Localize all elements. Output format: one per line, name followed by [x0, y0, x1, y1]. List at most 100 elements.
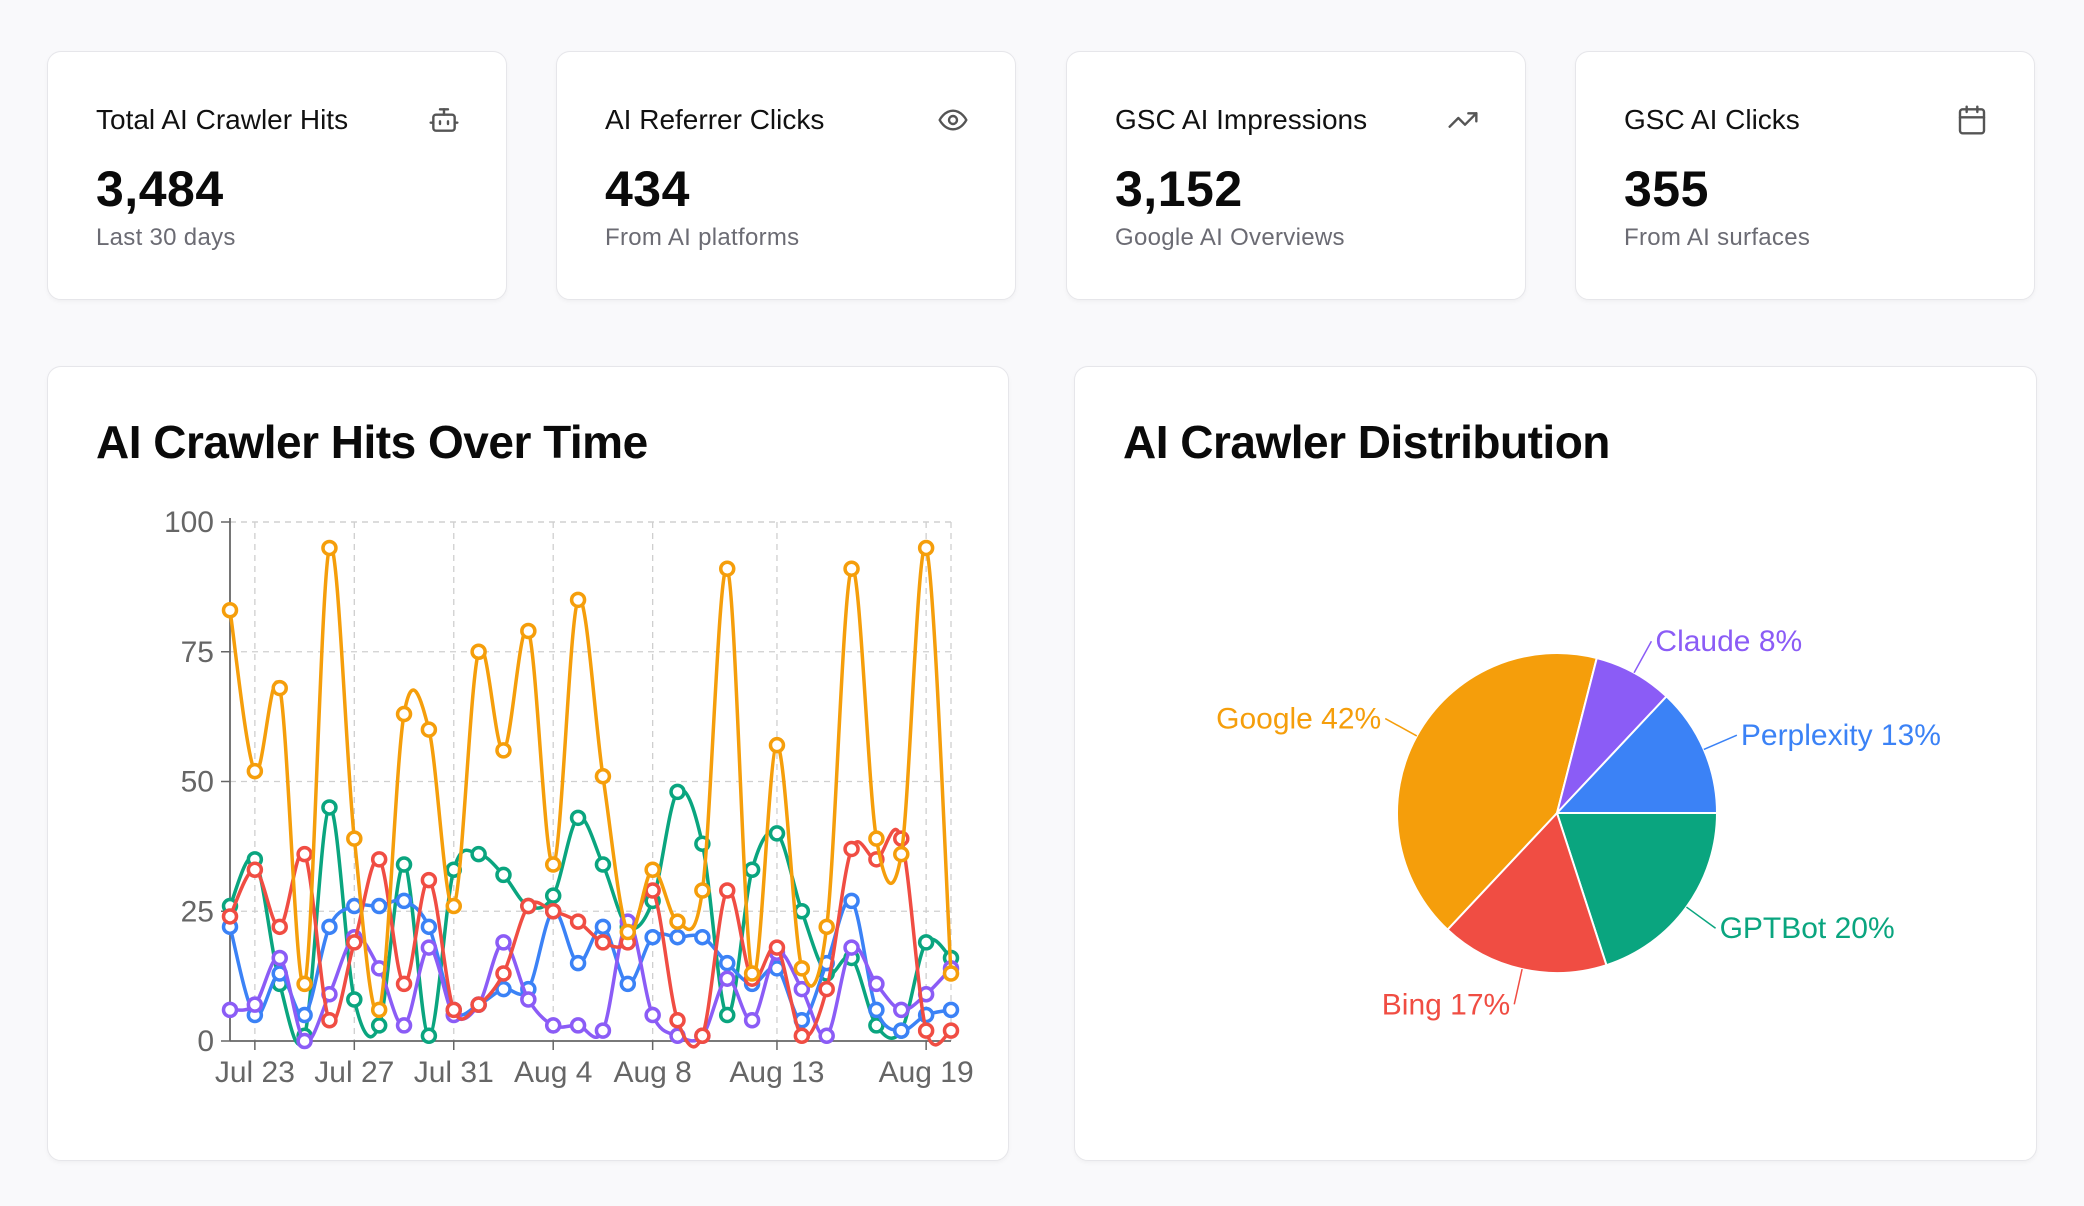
data-point: [296, 975, 313, 993]
data-point: [718, 954, 736, 972]
data-point: [296, 845, 313, 863]
data-point: [395, 892, 413, 910]
calendar-icon: [1958, 105, 1986, 135]
data-point: [370, 1017, 388, 1034]
stat-value: 3,484: [96, 161, 224, 217]
data-point: [321, 1011, 338, 1029]
data-point: [917, 934, 935, 951]
data-point: [221, 908, 239, 925]
data-point: [395, 975, 413, 993]
series-line: [228, 544, 953, 1015]
panel-title: AI Crawler Distribution: [1123, 416, 1610, 468]
data-point: [594, 1022, 612, 1039]
data-point: [793, 903, 811, 920]
data-point: [346, 934, 363, 951]
data-point: [321, 918, 338, 936]
series-line: [228, 788, 953, 1047]
data-point: [470, 996, 487, 1013]
data-point: [644, 928, 661, 946]
line-chart: 0 25 50 75 100 Jul 23 Jul 27 Jul 31 Aug 4 Aug 8 Au…: [164, 506, 974, 1089]
series-line: [229, 919, 953, 1044]
stat-subtitle: Last 30 days: [96, 224, 236, 251]
pie-leader-line: [1703, 734, 1738, 751]
data-point: [420, 721, 438, 738]
x-tick-label: Jul 23: [215, 1056, 295, 1089]
data-point: [420, 1027, 438, 1045]
data-point: [644, 1006, 661, 1024]
pie-label-bing: Bing 17%: [1382, 988, 1510, 1021]
data-point: [868, 830, 885, 847]
data-point: [893, 1022, 910, 1039]
data-point: [544, 1017, 562, 1034]
series-line: [228, 898, 952, 1033]
data-point: [843, 892, 860, 910]
data-point: [818, 1027, 835, 1045]
pie-leader-line: [1633, 640, 1653, 674]
data-point: [420, 918, 438, 936]
data-point: [445, 897, 463, 915]
crawler-hits-over-time-panel: AI Crawler Hits Over Time 0 25 50 75 100 Jul …: [47, 366, 1009, 1161]
data-point: [296, 1032, 313, 1050]
data-point: [868, 1001, 885, 1019]
stat-value: 3,152: [1115, 161, 1243, 217]
stat-card-gsc-clicks: GSC AI Clicks 355 From AI surfaces: [1575, 51, 2035, 300]
stat-label: Total AI Crawler Hits: [96, 104, 349, 135]
data-point: [644, 861, 661, 878]
y-tick-label: 25: [181, 895, 214, 928]
pie-label-google: Google 42%: [1216, 703, 1381, 736]
data-point: [346, 830, 363, 847]
data-point: [420, 871, 438, 889]
data-point: [793, 960, 811, 977]
data-point: [718, 1006, 736, 1024]
data-point: [868, 1017, 885, 1034]
data-point: [843, 840, 860, 858]
data-point: [718, 970, 736, 987]
y-tick-label: 50: [181, 766, 214, 799]
data-point: [569, 954, 587, 972]
stat-value: 434: [605, 161, 690, 217]
data-point: [395, 1017, 413, 1034]
data-point: [694, 882, 711, 899]
data-point: [793, 1027, 811, 1045]
data-point: [271, 949, 288, 967]
stat-value: 355: [1624, 161, 1709, 217]
data-point: [370, 897, 388, 915]
data-point: [370, 1001, 388, 1019]
data-point: [594, 934, 612, 951]
series-bing: [221, 827, 960, 1049]
eye-icon: [938, 109, 968, 131]
stat-card-total-crawler-hits: Total AI Crawler Hits 3,484 Last 30 days: [47, 51, 507, 300]
crawler-distribution-panel: AI Crawler Distribution GPTBot 20% Bing 1…: [1074, 366, 2037, 1161]
data-point: [669, 913, 686, 930]
data-point: [221, 601, 239, 619]
data-point: [619, 923, 637, 941]
data-point: [495, 742, 512, 759]
x-tick-label: Aug 19: [879, 1056, 974, 1089]
y-tick-label: 0: [197, 1025, 214, 1058]
data-point: [942, 1001, 960, 1019]
y-tick-label: 100: [164, 506, 214, 539]
data-point: [942, 1022, 960, 1039]
x-tick-label: Aug 4: [514, 1056, 592, 1089]
data-point: [669, 928, 686, 946]
data-point: [644, 882, 661, 899]
data-point: [221, 1001, 239, 1019]
data-point: [619, 975, 637, 993]
data-point: [768, 939, 786, 956]
data-point: [470, 643, 487, 660]
data-point: [893, 1001, 910, 1019]
data-point: [445, 1001, 463, 1019]
data-point: [768, 825, 786, 842]
data-point: [917, 1022, 935, 1039]
data-point: [246, 861, 264, 878]
stat-subtitle: From AI platforms: [605, 224, 800, 251]
x-tick-label: Aug 8: [613, 1056, 691, 1089]
data-point: [420, 939, 438, 956]
pie-label-claude: Claude 8%: [1655, 625, 1802, 658]
data-point: [942, 965, 960, 982]
pie-label-gptbot: GPTBot 20%: [1720, 912, 1895, 945]
data-point: [893, 845, 910, 863]
data-point: [321, 799, 338, 816]
panel-title: AI Crawler Hits Over Time: [96, 416, 648, 468]
stat-card-gsc-impressions: GSC AI Impressions 3,152 Google AI Overv…: [1066, 51, 1526, 300]
